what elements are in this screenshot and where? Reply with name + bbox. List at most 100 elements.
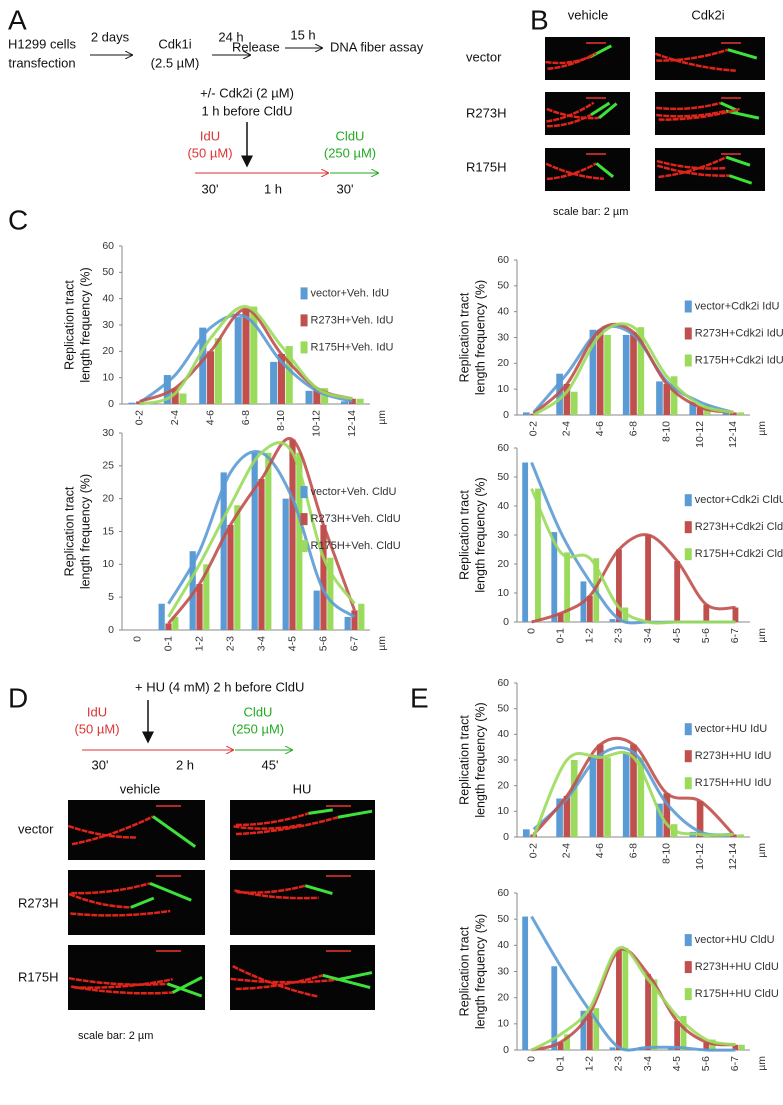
y-tick-label: 25 (102, 460, 114, 472)
bar (730, 412, 737, 415)
treatment: +/- Cdk2i (2 µM) (200, 85, 294, 100)
fiber-red (656, 101, 721, 111)
row-label: vector (466, 49, 502, 64)
bar (250, 306, 258, 404)
bar (732, 1044, 739, 1050)
y-axis-label: length frequency (%) (473, 702, 487, 817)
label-cldu: (250 µM) (232, 721, 284, 736)
fiber-red (236, 812, 309, 827)
micrograph (545, 92, 630, 135)
fit-line (530, 487, 736, 625)
y-tick-label: 30 (497, 331, 509, 343)
x-tick-label: 4-5 (671, 1056, 683, 1071)
y-tick-label: 20 (497, 558, 509, 570)
fiber-green (171, 976, 203, 994)
fiber-green (337, 971, 373, 982)
bar (163, 375, 171, 404)
scale-label: scale bar: 2 µm (78, 1030, 153, 1042)
fit-line (532, 736, 735, 836)
legend-swatch (684, 300, 692, 313)
arrow-label: 24 h (218, 29, 243, 44)
y-tick-label: 15 (102, 525, 114, 537)
time: 2 h (176, 757, 194, 772)
x-tick-label: 2-4 (169, 410, 181, 425)
bar (586, 1013, 593, 1050)
bar (696, 801, 704, 837)
y-tick-label: 30 (497, 754, 509, 766)
x-tick-label: 0 (131, 636, 143, 642)
bar (616, 950, 622, 1050)
legend-label: R175H+HU IdU (695, 777, 772, 789)
y-tick-label: 10 (497, 805, 509, 817)
fiber-green (152, 815, 197, 848)
row-label: R273H (18, 895, 58, 910)
bar (586, 595, 593, 622)
bar (556, 373, 563, 415)
panel-label: E (410, 682, 429, 713)
bar (651, 979, 658, 1050)
x-tick-label: 0-2 (133, 410, 145, 425)
fiber-red (545, 55, 591, 65)
legend-label: R273H+HU IdU (695, 750, 772, 762)
column-label: vehicle (568, 7, 608, 22)
y-tick-label: 10 (497, 383, 509, 395)
fiber-red (656, 159, 726, 170)
chart: Replication tract length frequency (%) 0 10… (457, 442, 783, 643)
x-tick-label: 0-1 (554, 1056, 566, 1071)
fiber-red (547, 51, 597, 71)
x-tick-label: 4-6 (594, 843, 606, 858)
legend-swatch (300, 287, 308, 300)
column-label: vehicle (120, 781, 160, 796)
time: 45' (262, 757, 279, 772)
legend-swatch (684, 988, 692, 1001)
x-tick-label: 12-14 (346, 410, 358, 437)
legend-swatch (300, 314, 308, 327)
treatment: 1 h before CldU (201, 103, 292, 118)
fiber-red (656, 164, 730, 177)
scale-label: scale bar: 2 µm (553, 206, 628, 218)
y-tick-label: 30 (102, 427, 114, 439)
y-axis-label: length frequency (%) (473, 477, 487, 592)
fit-line (139, 305, 353, 406)
bar (305, 390, 313, 404)
x-tick-label: 8-10 (661, 843, 673, 864)
y-tick-label: 30 (102, 319, 114, 331)
bar (227, 524, 234, 630)
legend-swatch (684, 777, 692, 790)
fiber-red (68, 892, 131, 909)
bar (609, 1047, 616, 1050)
step: Cdk1i (158, 36, 191, 51)
bar (696, 407, 704, 415)
label-idu: (50 µM) (187, 145, 232, 160)
time: 30' (92, 757, 109, 772)
y-axis-label: length frequency (%) (78, 267, 92, 382)
bar (196, 584, 203, 630)
panel-label: A (8, 4, 27, 35)
fiber-green (595, 162, 615, 178)
x-tick-label: 6-7 (729, 1056, 741, 1071)
fiber-green (149, 881, 192, 902)
y-tick-label: 10 (497, 1018, 509, 1030)
row-label: R175H (18, 969, 58, 984)
bar (551, 966, 558, 1050)
bar (738, 1044, 745, 1050)
y-tick-label: 30 (497, 529, 509, 541)
x-tick-label: 1-2 (584, 1056, 596, 1071)
y-axis-label: length frequency (%) (473, 280, 487, 395)
label-idu: IdU (200, 128, 220, 143)
legend-swatch (684, 723, 692, 736)
legend-label: R175H+Cdk2i CldU (695, 548, 783, 560)
bar (732, 607, 739, 622)
fiber-red (656, 48, 729, 62)
bar (522, 829, 530, 837)
fiber-red (230, 977, 339, 984)
micrograph (230, 870, 375, 935)
fiber-red (68, 976, 168, 986)
x-unit: µm (756, 843, 768, 858)
legend-label: R175H+HU CldU (695, 988, 779, 1000)
row-label: vector (18, 821, 54, 836)
chart: Replication tract length frequency (%) 0 10… (457, 887, 779, 1071)
legend-label: R175H+Cdk2i IdU (695, 354, 783, 366)
y-axis-label: Replication tract (457, 292, 471, 382)
bar (234, 317, 242, 404)
